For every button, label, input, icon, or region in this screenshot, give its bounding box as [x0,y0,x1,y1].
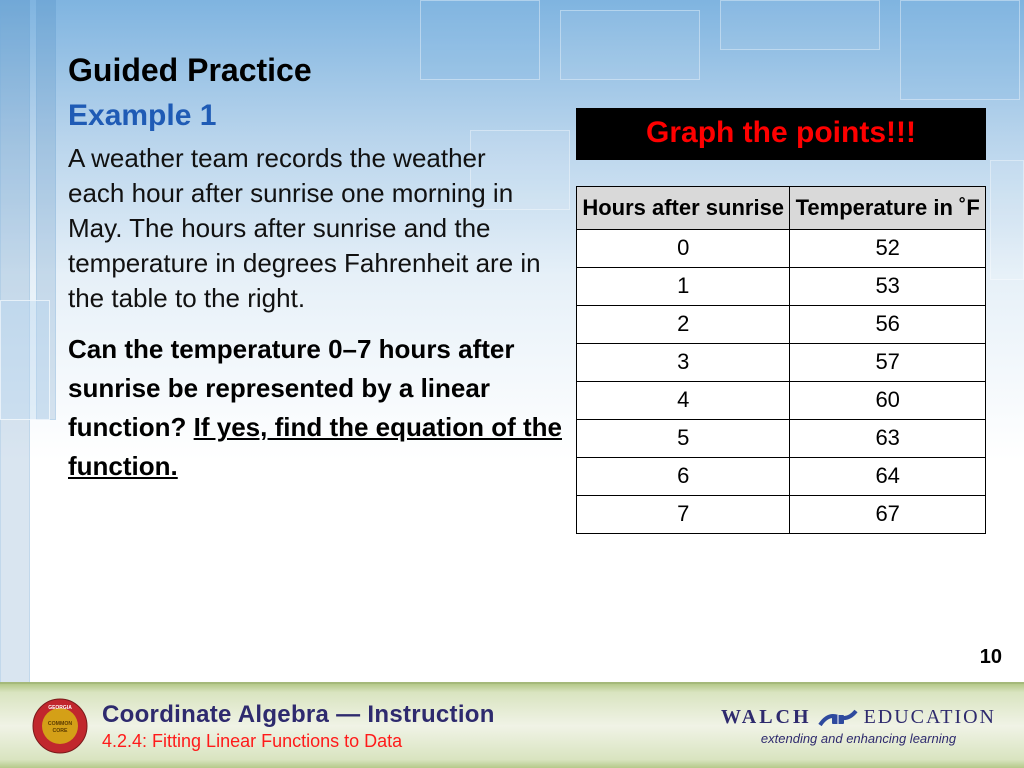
table-cell: 1 [577,268,790,306]
table-cell: 2 [577,306,790,344]
col-header-hours: Hours after sunrise [577,187,790,230]
common-core-seal-icon: GEORGIA COMMON CORE [32,698,88,754]
table-row: 153 [577,268,986,306]
table-cell: 5 [577,420,790,458]
table-cell: 63 [790,420,986,458]
page-title: Guided Practice [68,52,548,89]
table-row: 563 [577,420,986,458]
table-row: 357 [577,344,986,382]
svg-text:COMMON: COMMON [48,721,72,727]
graph-callout: Graph the points!!! [576,108,986,160]
table-row: 767 [577,496,986,534]
table-cell: 3 [577,344,790,382]
svg-text:GEORGIA: GEORGIA [48,705,72,711]
book-swoosh-icon [818,707,858,729]
course-title: Coordinate Algebra — Instruction [102,701,721,729]
table-row: 256 [577,306,986,344]
table-cell: 56 [790,306,986,344]
table-row: 664 [577,458,986,496]
col-header-temp: Temperature in ˚F [790,187,986,230]
footer-bar: GEORGIA COMMON CORE Coordinate Algebra —… [0,682,1024,768]
table-row: 460 [577,382,986,420]
table-cell: 4 [577,382,790,420]
section-label: 4.2.4: Fitting Linear Functions to Data [102,731,721,752]
table-row: 052 [577,230,986,268]
brand-education-text: EDUCATION [864,706,996,729]
main-content: Guided Practice Example 1 A weather team… [68,52,548,486]
table-cell: 64 [790,458,986,496]
example-label: Example 1 [68,99,548,133]
table-header-row: Hours after sunrise Temperature in ˚F [577,187,986,230]
brand-walch-text: WALCH [721,706,812,729]
data-table: Hours after sunrise Temperature in ˚F 05… [576,186,986,534]
table-cell: 53 [790,268,986,306]
publisher-brand: WALCH EDUCATION extending and enhancing … [721,706,996,746]
page-number: 10 [980,646,1002,669]
footer-titles: Coordinate Algebra — Instruction 4.2.4: … [102,701,721,752]
problem-paragraph: A weather team records the weather each … [68,141,548,316]
table-cell: 67 [790,496,986,534]
svg-text:CORE: CORE [53,728,69,734]
table-cell: 52 [790,230,986,268]
table-cell: 57 [790,344,986,382]
table-cell: 0 [577,230,790,268]
table-cell: 7 [577,496,790,534]
table-cell: 60 [790,382,986,420]
problem-question: Can the temperature 0–7 hours after sunr… [68,330,568,486]
brand-tagline: extending and enhancing learning [721,731,996,746]
table-cell: 6 [577,458,790,496]
